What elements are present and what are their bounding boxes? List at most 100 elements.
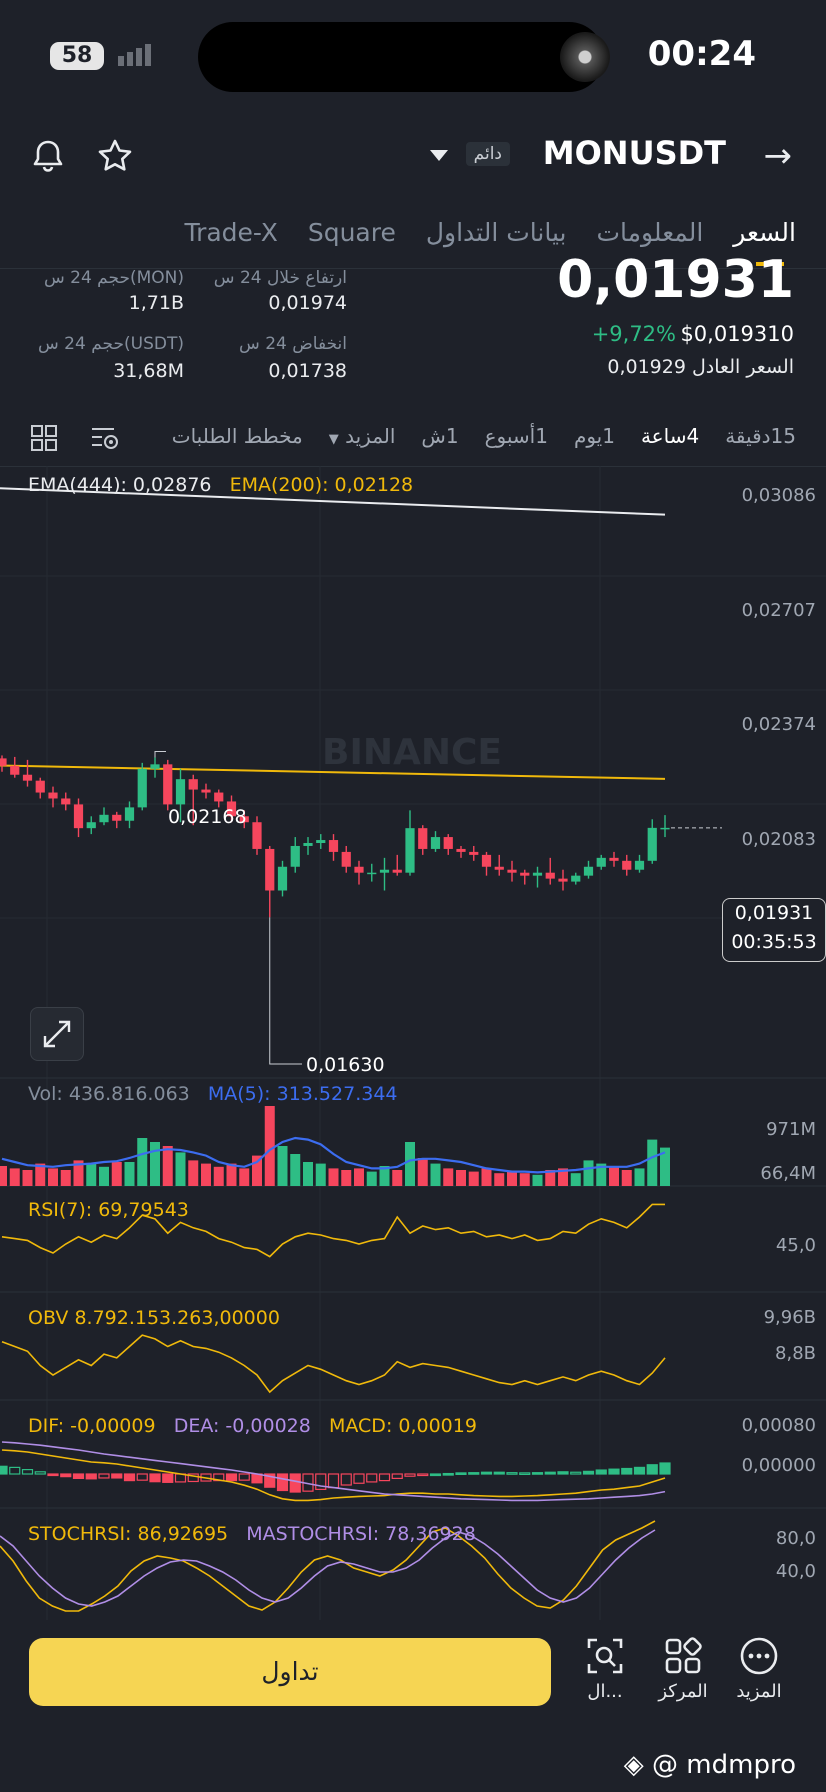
symbol-dropdown-icon[interactable] [430, 150, 448, 161]
macd-axis-label: 0,00000 [741, 1455, 816, 1476]
volume-bar [379, 1166, 390, 1186]
grid-icon [665, 1637, 702, 1674]
volume-bar [239, 1168, 250, 1186]
interval-more[interactable]: المزيد ▼ [329, 424, 396, 448]
interval-4h[interactable]: 4ساعة [640, 424, 700, 448]
ema444-value: EMA(444): 0,02876 [28, 474, 212, 496]
volume-bar [111, 1162, 122, 1186]
binance-logo-icon: ◈ [623, 1750, 644, 1780]
current-price-tag: 0,01931 00:35:53 [722, 898, 826, 962]
volume-bar [532, 1174, 543, 1186]
expand-icon [43, 1020, 71, 1048]
low-marker-line [269, 917, 302, 1065]
candle-body [481, 854, 492, 867]
ema200-line [0, 764, 666, 780]
macd-histogram-bar [391, 1473, 403, 1480]
tab-trading-data[interactable]: بيانات التداول [425, 218, 567, 247]
volume-bar [188, 1160, 199, 1186]
fair-price-row: السعر العادل 0,01929 [607, 356, 794, 378]
volume-bar [124, 1162, 135, 1186]
usd-price: $0,019310 [680, 322, 794, 346]
interval-15m[interactable]: 15دقيقة [725, 424, 796, 448]
star-icon[interactable] [97, 138, 133, 174]
depth-chart-tab[interactable]: مخطط الطلبات [171, 424, 303, 448]
volume-bar [150, 1142, 160, 1186]
tab-price[interactable]: السعر [733, 218, 796, 247]
candle-body [545, 872, 555, 879]
candle-body [290, 845, 300, 867]
obv-axis-label: 9,96B [763, 1307, 816, 1328]
nav-item-positions[interactable]: المركز [648, 1636, 718, 1702]
volume-bar [86, 1163, 97, 1186]
volume-bar [481, 1168, 492, 1186]
dynamic-island [198, 22, 604, 92]
price-axis-label: 0,02707 [741, 600, 816, 621]
macd-histogram-bar [442, 1472, 454, 1476]
interval-1d[interactable]: 1يوم [573, 424, 615, 448]
volume-bar [264, 1106, 275, 1186]
back-arrow-icon[interactable]: → [763, 136, 793, 176]
candle-body [163, 764, 173, 805]
fair-price-value: 0,01929 [607, 356, 686, 378]
macd-histogram-bar [353, 1473, 365, 1484]
price-chart[interactable]: BINANCE [0, 466, 826, 1620]
candle-body [609, 857, 619, 861]
rsi-axis-label: 45,0 [775, 1235, 816, 1256]
nav-item-scan[interactable]: ال... [570, 1636, 640, 1702]
macd-histogram-bar [608, 1468, 620, 1475]
mastochrsi-line [0, 1529, 656, 1607]
nav-item-more[interactable]: المزيد [724, 1636, 794, 1702]
ema444-line [0, 487, 666, 516]
battery-indicator: 58 [50, 42, 104, 70]
stochrsi-legend: STOCHRSI: 86,92695 MASTOCHRSI: 78,36928 [28, 1523, 476, 1545]
candle-body [252, 822, 262, 849]
volume-bar [417, 1158, 428, 1186]
candle-body [150, 764, 160, 769]
volume-bar [634, 1168, 645, 1186]
tab-trade-x[interactable]: Trade-X [184, 218, 278, 247]
interval-1m[interactable]: 1ش [421, 424, 459, 448]
ema200-value: EMA(200): 0,02128 [229, 474, 414, 496]
tab-square[interactable]: Square [307, 218, 396, 247]
volume-axis-label: 66,4M [760, 1163, 816, 1184]
fullscreen-button[interactable] [30, 1007, 84, 1061]
interval-1w[interactable]: 1أسبوع [484, 424, 548, 448]
candle-body [469, 851, 479, 855]
volume-bar [519, 1173, 530, 1186]
trade-button[interactable]: تداول [29, 1638, 551, 1706]
macd-histogram-bar [417, 1473, 429, 1477]
macd-histogram-bar [276, 1473, 289, 1492]
candle-body [418, 828, 428, 849]
volume-usdt-label: حجم 24 س(USDT) [38, 334, 184, 354]
candle-body [124, 807, 135, 821]
candle-body [571, 875, 581, 882]
main-tabs: السعر المعلومات بيانات التداول Square Tr… [184, 218, 796, 247]
volume-bar [558, 1168, 568, 1186]
bell-icon[interactable] [30, 138, 66, 174]
chart-settings-icon[interactable] [90, 424, 120, 452]
obv-value: OBV 8.792.153.263,00000 [28, 1307, 280, 1329]
signal-icon [118, 44, 154, 66]
candle-body [239, 816, 249, 823]
symbol-title[interactable]: MONUSDT [542, 134, 726, 172]
grid-layout-icon[interactable] [30, 424, 58, 452]
contract-type-badge: دائم [465, 142, 510, 166]
macd-histogram-bar [238, 1473, 250, 1481]
candle-body [112, 814, 122, 821]
volume-bar [60, 1170, 71, 1186]
volume-mon-label: حجم 24 س(MON) [43, 268, 184, 288]
candle-body [392, 869, 402, 873]
stoch-axis-label: 40,0 [775, 1561, 816, 1582]
candle-body [532, 872, 543, 876]
volume-bar [405, 1142, 415, 1186]
volume-bar [22, 1170, 33, 1186]
macd-histogram-bar [0, 1465, 8, 1475]
volume-bar [660, 1147, 670, 1186]
high-marker-line [154, 751, 166, 758]
macd-histogram-bar [468, 1472, 480, 1475]
volume-bar [430, 1163, 441, 1186]
tab-info[interactable]: المعلومات [596, 218, 704, 247]
macd-histogram-bar [582, 1470, 595, 1475]
macd-histogram-bar [225, 1473, 238, 1482]
macd-histogram-bar [570, 1471, 582, 1475]
